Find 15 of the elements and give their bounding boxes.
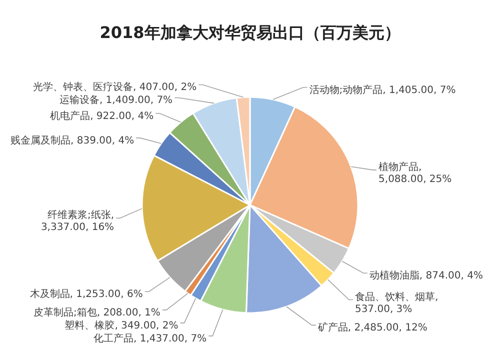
slice-label: 矿产品, 2,485.00, 12% [316,322,428,334]
slice-label: 化工产品, 1,437.00, 7% [93,332,207,344]
slice-label: 塑料、橡胶, 349.00, 2% [64,319,178,332]
slice-label: 皮革制品;箱包, 208.00, 1% [33,306,160,318]
slice-label: 植物产品, 5,088.00, 25% [378,160,452,185]
slice-label: 机电产品, 922.00, 4% [50,110,154,122]
slice-label: 纤维素浆;纸张, 3,337.00, 16% [40,209,114,234]
slice-label: 食品、饮料、烟草, 537.00, 3% [354,290,438,315]
slice-label: 贱金属及制品, 839.00, 4% [10,134,134,146]
slice-label: 动植物油脂, 874.00, 4% [369,270,483,282]
slice-label: 运输设备, 1,409.00, 7% [59,94,173,106]
chart-title: 2018年加拿大对华贸易出口（百万美元） [100,23,400,42]
slice-label: 木及制品, 1,253.00, 6% [30,288,143,300]
slice-label: 活动物;动物产品, 1,405.00, 7% [309,84,456,96]
slice-label: 光学、钟表、医疗设备, 407.00, 2% [33,81,197,94]
